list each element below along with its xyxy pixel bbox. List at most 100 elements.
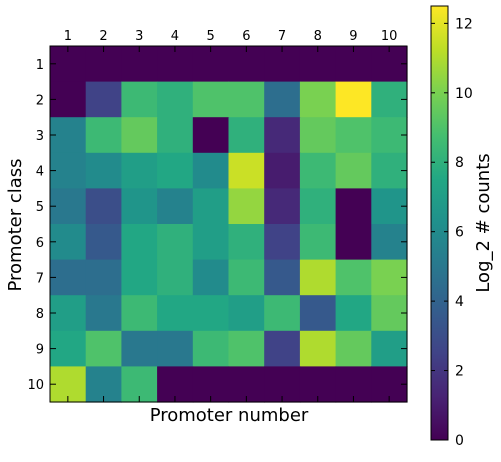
plot-frame xyxy=(49,45,408,403)
heatmap-cell-r3-c7 xyxy=(264,117,301,154)
heatmap-cell-r1-c7 xyxy=(264,46,301,83)
heatmap-cell-r4-c4 xyxy=(157,152,194,189)
y-tick-label: 5 xyxy=(36,200,44,215)
heatmap-cell-r8-c4 xyxy=(157,295,194,332)
y-tick-label: 7 xyxy=(36,271,44,286)
heatmap-cell-r1-c4 xyxy=(157,46,194,83)
heatmap-cell-r6-c8 xyxy=(299,224,337,261)
heatmap-cell-r5-c2 xyxy=(85,188,122,225)
y-tick-label: 1 xyxy=(36,58,44,73)
heatmap-cell-r8-c7 xyxy=(264,295,301,332)
heatmap-cell-r6-c2 xyxy=(85,224,122,261)
heatmap-cell-r3-c1 xyxy=(50,117,87,154)
x-axis-ticks: 1 2 3 4 5 6 7 8 9 10 xyxy=(64,29,398,402)
heatmap-cell-r8-c2 xyxy=(85,295,122,332)
heatmap-cell-r1-c8 xyxy=(299,46,337,83)
heatmap-cell-r6-c3 xyxy=(121,224,158,261)
heatmap-cell-r6-c9 xyxy=(335,224,372,261)
heatmap-cell-r3-c3 xyxy=(121,117,158,154)
heatmap-cell-r1-c1 xyxy=(50,46,87,83)
heatmap-cell-r7-c2 xyxy=(85,259,122,296)
heatmap-cell-r1-c2 xyxy=(85,46,122,83)
heatmap-cell-r1-c3 xyxy=(121,46,158,83)
heatmap-cell-r4-c6 xyxy=(228,152,265,189)
colorbar-tick-label: 8 xyxy=(455,155,464,171)
plot-border xyxy=(49,45,408,403)
heatmap-cell-r5-c6 xyxy=(228,188,265,225)
heatmap-cell-r6-c5 xyxy=(192,224,230,261)
y-axis-ticks: 1 2 3 4 5 6 7 8 9 10 xyxy=(27,58,407,393)
heatmap-cell-r2-c8 xyxy=(299,81,337,118)
heatmap-cell-r4-c2 xyxy=(85,152,122,189)
x-tick-label: 9 xyxy=(349,29,357,44)
y-tick-label: 2 xyxy=(36,93,44,108)
colorbar-tick-label: 12 xyxy=(455,16,473,32)
heatmap-cell-r4-c5 xyxy=(192,152,230,189)
y-axis-label: Promoter class xyxy=(5,158,26,291)
colorbar xyxy=(430,5,449,441)
heatmap-cell-r3-c5 xyxy=(192,117,230,154)
heatmap-cell-r2-c2 xyxy=(85,81,122,118)
heatmap-cell-r5-c7 xyxy=(264,188,301,225)
y-tick-label: 4 xyxy=(36,165,44,180)
heatmap-cell-r9-c2 xyxy=(85,330,122,367)
heatmap-cell-r2-c5 xyxy=(192,81,230,118)
colorbar-tick-label: 4 xyxy=(455,294,464,310)
heatmap-cell-r1-c9 xyxy=(335,46,372,83)
heatmap-cell-r2-c3 xyxy=(121,81,158,118)
heatmap-cells xyxy=(50,46,408,403)
heatmap-cell-r5-c1 xyxy=(50,188,87,225)
heatmap-cell-r4-c1 xyxy=(50,152,87,189)
heatmap-cell-r8-c6 xyxy=(228,295,265,332)
x-tick-label: 3 xyxy=(135,29,143,44)
heatmap-cell-r8-c5 xyxy=(192,295,230,332)
heatmap-cell-r7-c3 xyxy=(121,259,158,296)
colorbar-tick-label: 0 xyxy=(455,433,464,449)
heatmap-cell-r2-c9 xyxy=(335,81,372,118)
heatmap-cell-r9-c3 xyxy=(121,330,158,367)
heatmap-cell-r7-c1 xyxy=(50,259,87,296)
heatmap-cell-r8-c9 xyxy=(335,295,372,332)
x-tick-label: 7 xyxy=(278,29,286,44)
x-tick-label: 6 xyxy=(242,29,250,44)
heatmap-cell-r2-c1 xyxy=(50,81,87,118)
heatmap-cell-r7-c6 xyxy=(228,259,265,296)
heatmap-cell-r7-c7 xyxy=(264,259,301,296)
x-tick-label: 2 xyxy=(99,29,107,44)
heatmap-cell-r2-c4 xyxy=(157,81,194,118)
heatmap-cell-r9-c9 xyxy=(335,330,372,367)
heatmap-cell-r3-c4 xyxy=(157,117,194,154)
heatmap-cell-r9-c5 xyxy=(192,330,230,367)
colorbar-label: Log_2 # counts xyxy=(473,153,494,292)
colorbar-tick-label: 10 xyxy=(455,86,473,102)
heatmap-cell-r9-c6 xyxy=(228,330,265,367)
y-tick-label: 3 xyxy=(36,129,44,144)
heatmap-cell-r5-c5 xyxy=(192,188,230,225)
heatmap-cell-r5-c9 xyxy=(335,188,372,225)
heatmap-cell-r1-c6 xyxy=(228,46,265,83)
y-tick-label: 9 xyxy=(36,343,44,358)
y-tick-label: 10 xyxy=(27,378,44,393)
heatmap-cell-r7-c8 xyxy=(299,259,337,296)
heatmap-cell-r8-c3 xyxy=(121,295,158,332)
y-tick-label: 6 xyxy=(36,236,44,251)
heatmap-cell-r6-c7 xyxy=(264,224,301,261)
heatmap-cell-r8-c1 xyxy=(50,295,87,332)
heatmap-cell-r5-c8 xyxy=(299,188,337,225)
heatmap-cell-r6-c1 xyxy=(50,224,87,261)
heatmap-cell-r2-c7 xyxy=(264,81,301,118)
heatmap-cell-r6-c6 xyxy=(228,224,265,261)
x-tick-label: 10 xyxy=(381,29,398,44)
heatmap-cell-r9-c4 xyxy=(157,330,194,367)
heatmap-cell-r9-c7 xyxy=(264,330,301,367)
heatmap-cell-r8-c8 xyxy=(299,295,337,332)
heatmap-cell-r5-c4 xyxy=(157,188,194,225)
x-tick-label: 5 xyxy=(207,29,215,44)
colorbar-tick-label: 6 xyxy=(455,225,464,241)
heatmap-cell-r2-c6 xyxy=(228,81,265,118)
heatmap-cell-r5-c3 xyxy=(121,188,158,225)
heatmap-cell-r4-c3 xyxy=(121,152,158,189)
heatmap-cell-r6-c4 xyxy=(157,224,194,261)
heatmap-cell-r9-c1 xyxy=(50,330,87,367)
